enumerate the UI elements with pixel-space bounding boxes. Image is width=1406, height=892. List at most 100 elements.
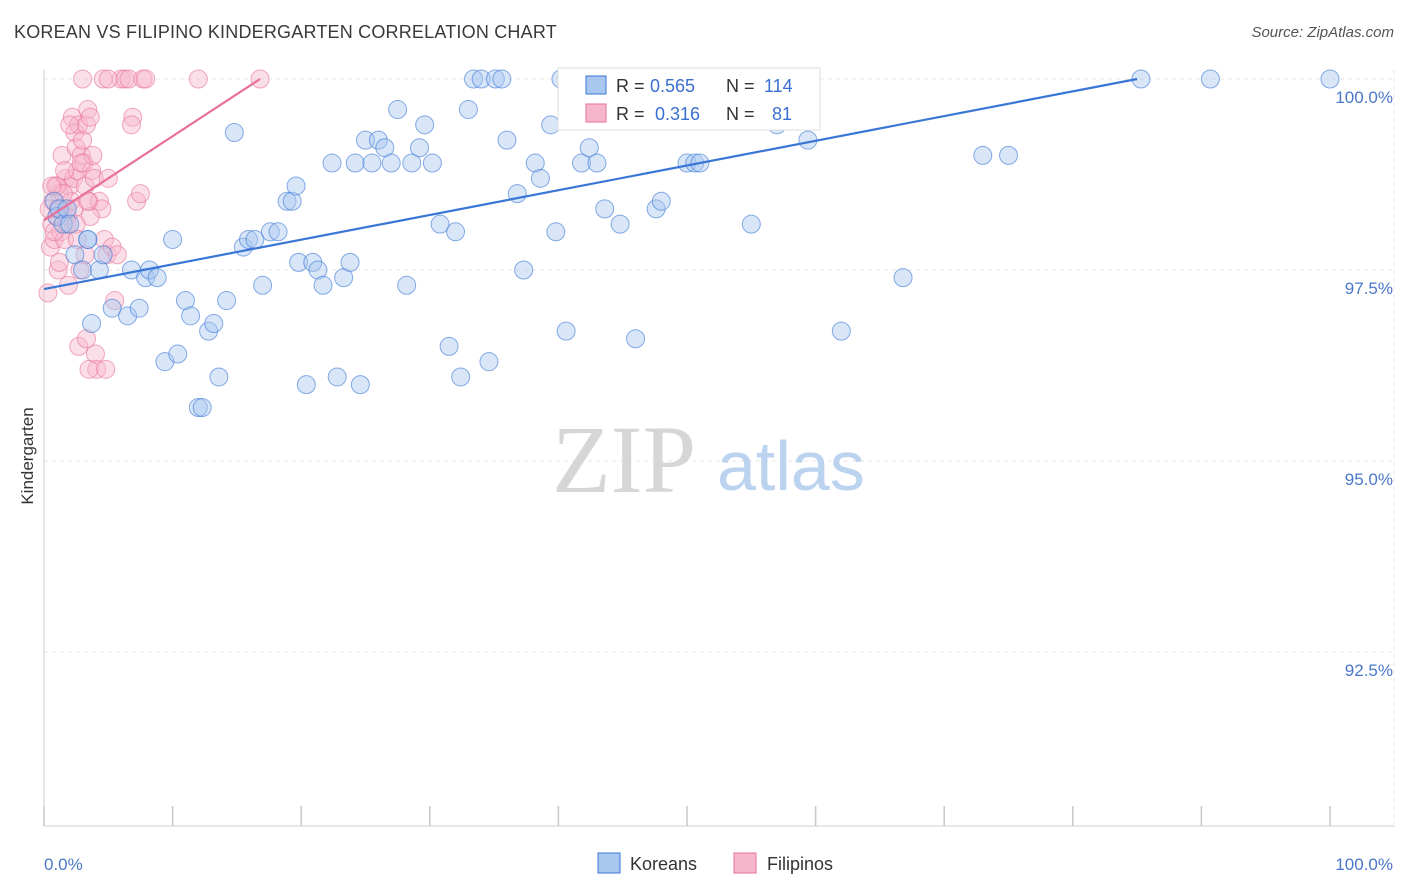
filipinos-point <box>96 359 116 379</box>
koreans-point <box>260 222 280 242</box>
koreans-point <box>308 260 328 280</box>
koreans-point <box>209 367 229 387</box>
bottom-legend: Koreans Filipinos <box>597 852 833 874</box>
koreans-point <box>181 306 201 326</box>
koreans-point <box>238 229 258 249</box>
koreans-point <box>268 222 288 242</box>
koreans-point <box>415 115 435 135</box>
koreans-point <box>595 199 615 219</box>
filipinos-point <box>107 245 127 265</box>
legend-swatch-filipinos <box>585 103 607 123</box>
koreans-point <box>430 214 450 234</box>
koreans-trend-line <box>43 77 1138 291</box>
y-tick-label: 97.5% <box>1345 279 1393 298</box>
trend-lines <box>43 77 1138 291</box>
koreans-point <box>741 214 761 234</box>
filipinos-point <box>67 229 87 249</box>
koreans-point <box>451 367 471 387</box>
koreans-point <box>53 214 73 234</box>
koreans-point <box>224 122 244 142</box>
koreans-point <box>1200 69 1220 89</box>
filipinos-point <box>98 69 118 89</box>
koreans-point <box>492 69 512 89</box>
legend-n-label-koreans: N = <box>726 76 755 96</box>
koreans-point <box>439 336 459 356</box>
y-tick-label: 92.5% <box>1345 661 1393 680</box>
filipinos-point <box>73 69 93 89</box>
koreans-point <box>163 229 183 249</box>
koreans-point <box>82 313 102 333</box>
koreans-point <box>313 275 333 295</box>
watermark-atlas: atlas <box>717 427 865 505</box>
koreans-point <box>410 138 430 158</box>
koreans-point <box>485 69 505 89</box>
legend-n-label-filipinos: N = <box>726 104 755 124</box>
filipinos-point <box>82 161 102 181</box>
koreans-point <box>402 153 422 173</box>
koreans-point <box>831 321 851 341</box>
koreans-point <box>118 306 138 326</box>
koreans-point <box>322 153 342 173</box>
bottom-legend-filipinos: Filipinos <box>767 854 833 874</box>
koreans-point <box>1320 69 1340 89</box>
filipinos-point <box>60 115 80 135</box>
legend-r-value-filipinos: 0.316 <box>655 104 700 124</box>
koreans-point <box>893 268 913 288</box>
watermark: ZIP atlas <box>552 406 865 513</box>
koreans-point <box>587 153 607 173</box>
koreans-point <box>57 199 77 219</box>
y-axis-label: Kindergarten <box>18 407 37 504</box>
filipinos-point <box>78 100 98 120</box>
koreans-point <box>556 321 576 341</box>
bottom-legend-swatch-filipinos <box>733 852 757 874</box>
koreans-point <box>175 291 195 311</box>
koreans-point <box>65 245 85 265</box>
koreans-point <box>362 153 382 173</box>
filipinos-point <box>76 329 96 349</box>
koreans-point <box>999 145 1018 165</box>
x-tick-label: 100.0% <box>1335 855 1393 874</box>
bottom-legend-koreans: Koreans <box>630 854 697 874</box>
koreans-point <box>253 275 273 295</box>
filipinos-point <box>123 107 143 127</box>
filipinos-point <box>130 184 150 204</box>
filipinos-point <box>94 229 114 249</box>
filipinos-point <box>48 260 68 280</box>
filipinos-point <box>93 69 113 89</box>
koreans-point <box>651 191 671 211</box>
koreans-point <box>497 130 517 150</box>
koreans-point <box>458 100 478 120</box>
koreans-point <box>572 153 592 173</box>
filipinos-point <box>83 145 103 165</box>
koreans-point <box>93 245 113 265</box>
koreans-point <box>471 69 491 89</box>
filipinos-point <box>49 252 69 272</box>
filipinos-point <box>121 115 141 135</box>
koreans-point <box>368 130 388 150</box>
filipinos-point <box>71 145 91 165</box>
koreans-point <box>464 69 484 89</box>
filipinos-point <box>47 176 67 196</box>
chart-title: KOREAN VS FILIPINO KINDERGARTEN CORRELAT… <box>14 22 557 42</box>
legend-n-value-filipinos: 81 <box>772 104 792 124</box>
filipinos-point <box>89 191 109 211</box>
koreans-point <box>626 329 646 349</box>
legend-swatch-koreans <box>585 75 607 95</box>
filipinos-point <box>136 69 156 89</box>
filipinos-point <box>73 130 93 150</box>
koreans-point <box>397 275 417 295</box>
filipinos-point <box>80 107 100 127</box>
koreans-point <box>579 138 599 158</box>
koreans-point <box>168 344 188 364</box>
koreans-point <box>147 268 167 288</box>
koreans-points <box>44 69 1340 418</box>
koreans-point <box>78 229 98 249</box>
koreans-point <box>129 298 149 318</box>
koreans-point <box>541 115 561 135</box>
koreans-point <box>217 291 237 311</box>
watermark-zip: ZIP <box>552 406 696 513</box>
y-tick-label: 95.0% <box>1345 470 1393 489</box>
filipinos-trend-line <box>43 78 261 222</box>
koreans-point <box>327 367 347 387</box>
koreans-point <box>192 398 212 418</box>
